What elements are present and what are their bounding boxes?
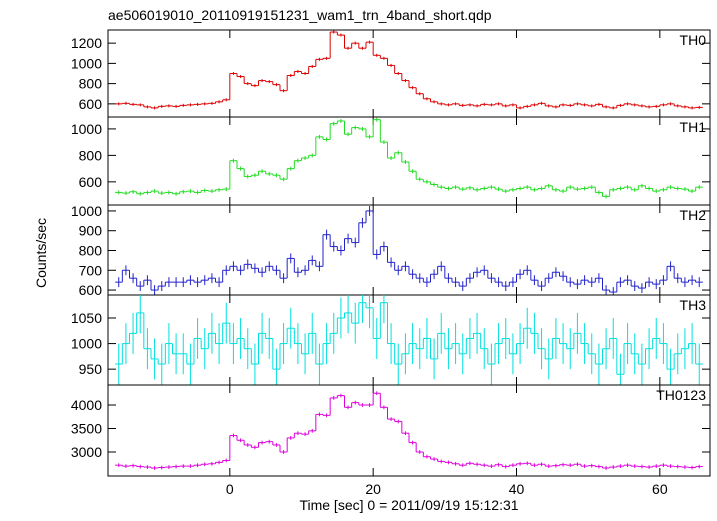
y-tick-label: 600: [79, 282, 103, 298]
x-axis-label: Time [sec] 0 = 2011/09/19 15:12:31: [299, 497, 518, 513]
y-tick-label: 1000: [71, 336, 102, 352]
panel-label: TH1: [680, 119, 707, 135]
y-tick-label: 4000: [71, 397, 102, 413]
y-tick-label: 700: [79, 262, 103, 278]
chart-title: ae506019010_20110919151231_wam1_trn_4ban…: [108, 7, 492, 23]
x-tick-label: 60: [652, 481, 668, 497]
panel-label: TH0: [680, 32, 707, 48]
panel-frame: [107, 204, 711, 296]
x-tick-label: 20: [365, 481, 381, 497]
y-tick-label: 800: [79, 242, 103, 258]
x-tick-label: 0: [226, 481, 234, 497]
panel-frame: [107, 116, 711, 206]
y-tick-label: 1000: [71, 55, 102, 71]
panel-frame: [107, 384, 711, 477]
y-tick-label: 800: [79, 76, 103, 92]
y-tick-label: 1200: [71, 35, 102, 51]
y-tick-label: 1000: [71, 121, 102, 137]
y-tick-label: 950: [79, 361, 103, 377]
panel-frame: [107, 294, 711, 386]
y-tick-label: 600: [79, 174, 103, 190]
y-tick-label: 3500: [71, 421, 102, 437]
y-tick-label: 1000: [71, 203, 102, 219]
x-tick-label: 40: [509, 481, 525, 497]
y-axis-label: Counts/sec: [33, 218, 49, 288]
y-tick-label: 3000: [71, 444, 102, 460]
panel-label: TH2: [680, 207, 707, 223]
y-tick-label: 600: [79, 96, 103, 112]
y-tick-label: 800: [79, 147, 103, 163]
panel-label: TH0123: [656, 387, 706, 403]
y-tick-label: 900: [79, 223, 103, 239]
y-tick-label: 1050: [71, 310, 102, 326]
panel-label: TH3: [680, 297, 707, 313]
